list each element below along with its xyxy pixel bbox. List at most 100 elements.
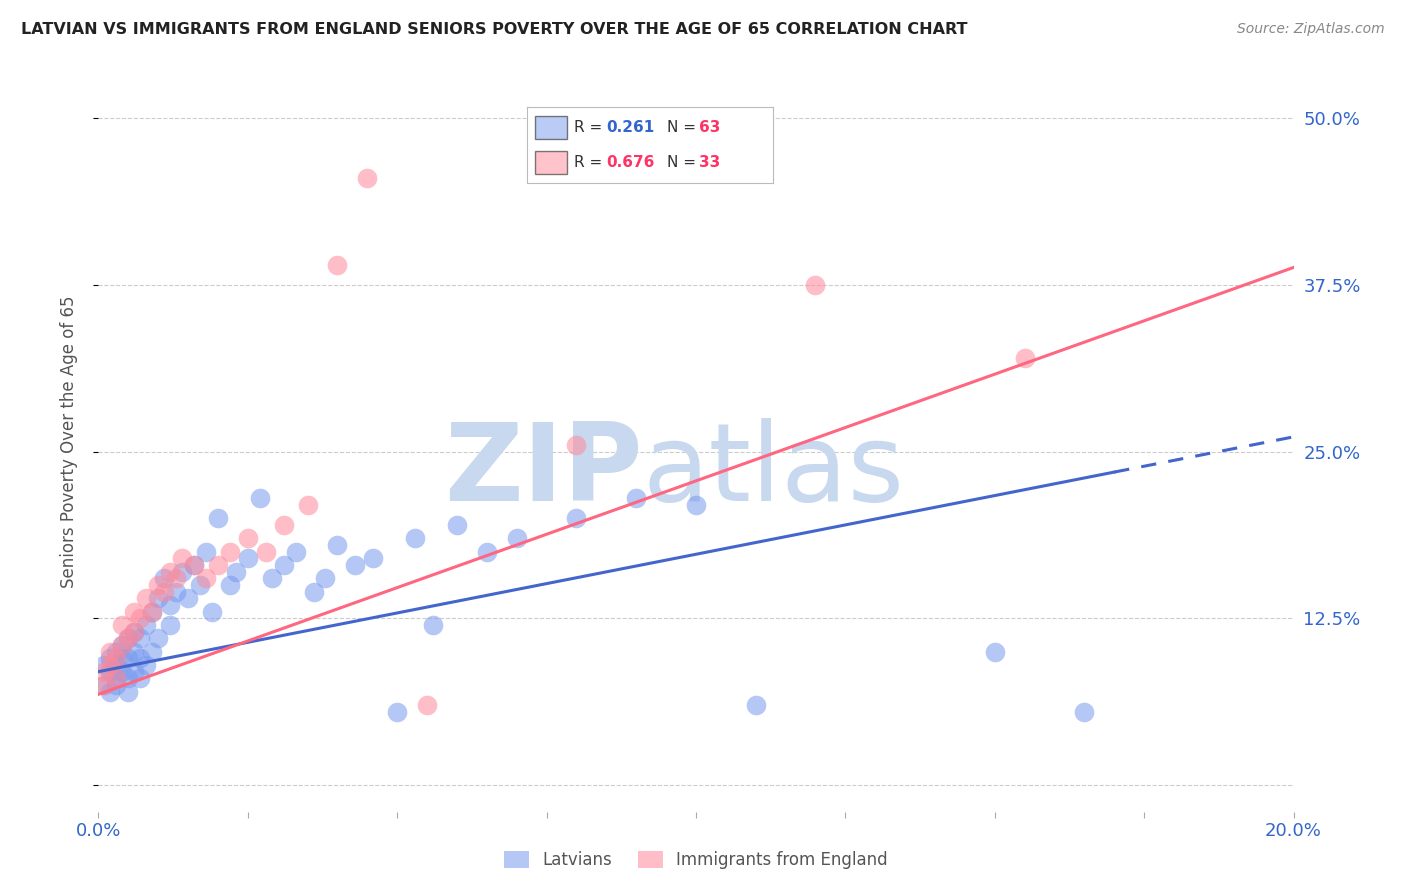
Point: [111, 665, 134, 679]
Point: [153, 571, 176, 585]
Point: [159, 618, 181, 632]
Text: 0.676: 0.676: [606, 155, 654, 169]
Point: [207, 511, 229, 525]
Point: [124, 665, 146, 679]
Text: Source: ZipAtlas.com: Source: ZipAtlas.com: [1237, 22, 1385, 37]
Point: [129, 632, 152, 646]
Point: [105, 671, 128, 685]
Point: [195, 571, 218, 585]
Point: [111, 638, 134, 652]
Point: [165, 571, 187, 585]
Point: [93, 657, 115, 672]
Point: [129, 611, 152, 625]
Text: N =: N =: [668, 155, 702, 169]
Point: [188, 578, 211, 592]
Text: 33: 33: [700, 155, 721, 169]
Point: [93, 665, 115, 679]
Point: [363, 551, 385, 566]
Point: [177, 591, 200, 606]
Point: [273, 517, 295, 532]
Point: [804, 277, 827, 292]
Point: [117, 632, 139, 646]
Point: [141, 645, 163, 659]
Point: [111, 638, 134, 652]
Point: [124, 624, 146, 639]
Point: [159, 565, 181, 579]
Point: [249, 491, 271, 506]
Point: [273, 558, 295, 572]
Point: [685, 498, 707, 512]
Point: [172, 551, 194, 566]
Point: [315, 571, 337, 585]
Point: [105, 678, 128, 692]
Text: R =: R =: [574, 155, 607, 169]
Point: [254, 544, 277, 558]
Point: [105, 671, 128, 685]
Text: LATVIAN VS IMMIGRANTS FROM ENGLAND SENIORS POVERTY OVER THE AGE OF 65 CORRELATIO: LATVIAN VS IMMIGRANTS FROM ENGLAND SENIO…: [21, 22, 967, 37]
Point: [117, 671, 139, 685]
Point: [105, 645, 128, 659]
Point: [506, 531, 529, 545]
Point: [302, 584, 325, 599]
Point: [344, 558, 367, 572]
Point: [1014, 351, 1036, 366]
Point: [124, 645, 146, 659]
Point: [129, 651, 152, 665]
Point: [207, 558, 229, 572]
Point: [260, 571, 283, 585]
Point: [159, 598, 181, 612]
Y-axis label: Seniors Poverty Over the Age of 65: Seniors Poverty Over the Age of 65: [59, 295, 77, 588]
Point: [183, 558, 205, 572]
Point: [416, 698, 439, 712]
Point: [219, 544, 242, 558]
Point: [98, 684, 122, 698]
Point: [105, 651, 128, 665]
Point: [117, 632, 139, 646]
Point: [219, 578, 242, 592]
Point: [135, 591, 157, 606]
Point: [98, 657, 122, 672]
Text: 63: 63: [700, 120, 721, 135]
Point: [183, 558, 205, 572]
Point: [404, 531, 426, 545]
Point: [565, 511, 588, 525]
Point: [129, 671, 152, 685]
Point: [153, 584, 176, 599]
Point: [745, 698, 768, 712]
Point: [297, 498, 319, 512]
Point: [446, 517, 468, 532]
Point: [284, 544, 307, 558]
Point: [148, 632, 170, 646]
FancyBboxPatch shape: [534, 151, 567, 174]
Text: N =: N =: [668, 120, 702, 135]
Point: [141, 605, 163, 619]
Point: [475, 544, 498, 558]
Point: [148, 578, 170, 592]
Point: [1073, 705, 1095, 719]
Point: [565, 438, 588, 452]
Point: [124, 624, 146, 639]
Legend: Latvians, Immigrants from England: Latvians, Immigrants from England: [499, 846, 893, 874]
Text: ZIP: ZIP: [444, 418, 643, 524]
Point: [93, 678, 115, 692]
Point: [326, 258, 349, 272]
Point: [165, 584, 187, 599]
Point: [105, 657, 128, 672]
Point: [117, 651, 139, 665]
Point: [422, 618, 444, 632]
Point: [111, 618, 134, 632]
Point: [626, 491, 648, 506]
Point: [201, 605, 224, 619]
Point: [225, 565, 247, 579]
Point: [148, 591, 170, 606]
FancyBboxPatch shape: [534, 116, 567, 139]
Point: [111, 651, 134, 665]
Point: [98, 651, 122, 665]
Point: [172, 565, 194, 579]
Point: [135, 618, 157, 632]
Point: [98, 665, 122, 679]
Point: [236, 531, 259, 545]
Point: [984, 645, 1007, 659]
Point: [326, 538, 349, 552]
Point: [356, 171, 378, 186]
